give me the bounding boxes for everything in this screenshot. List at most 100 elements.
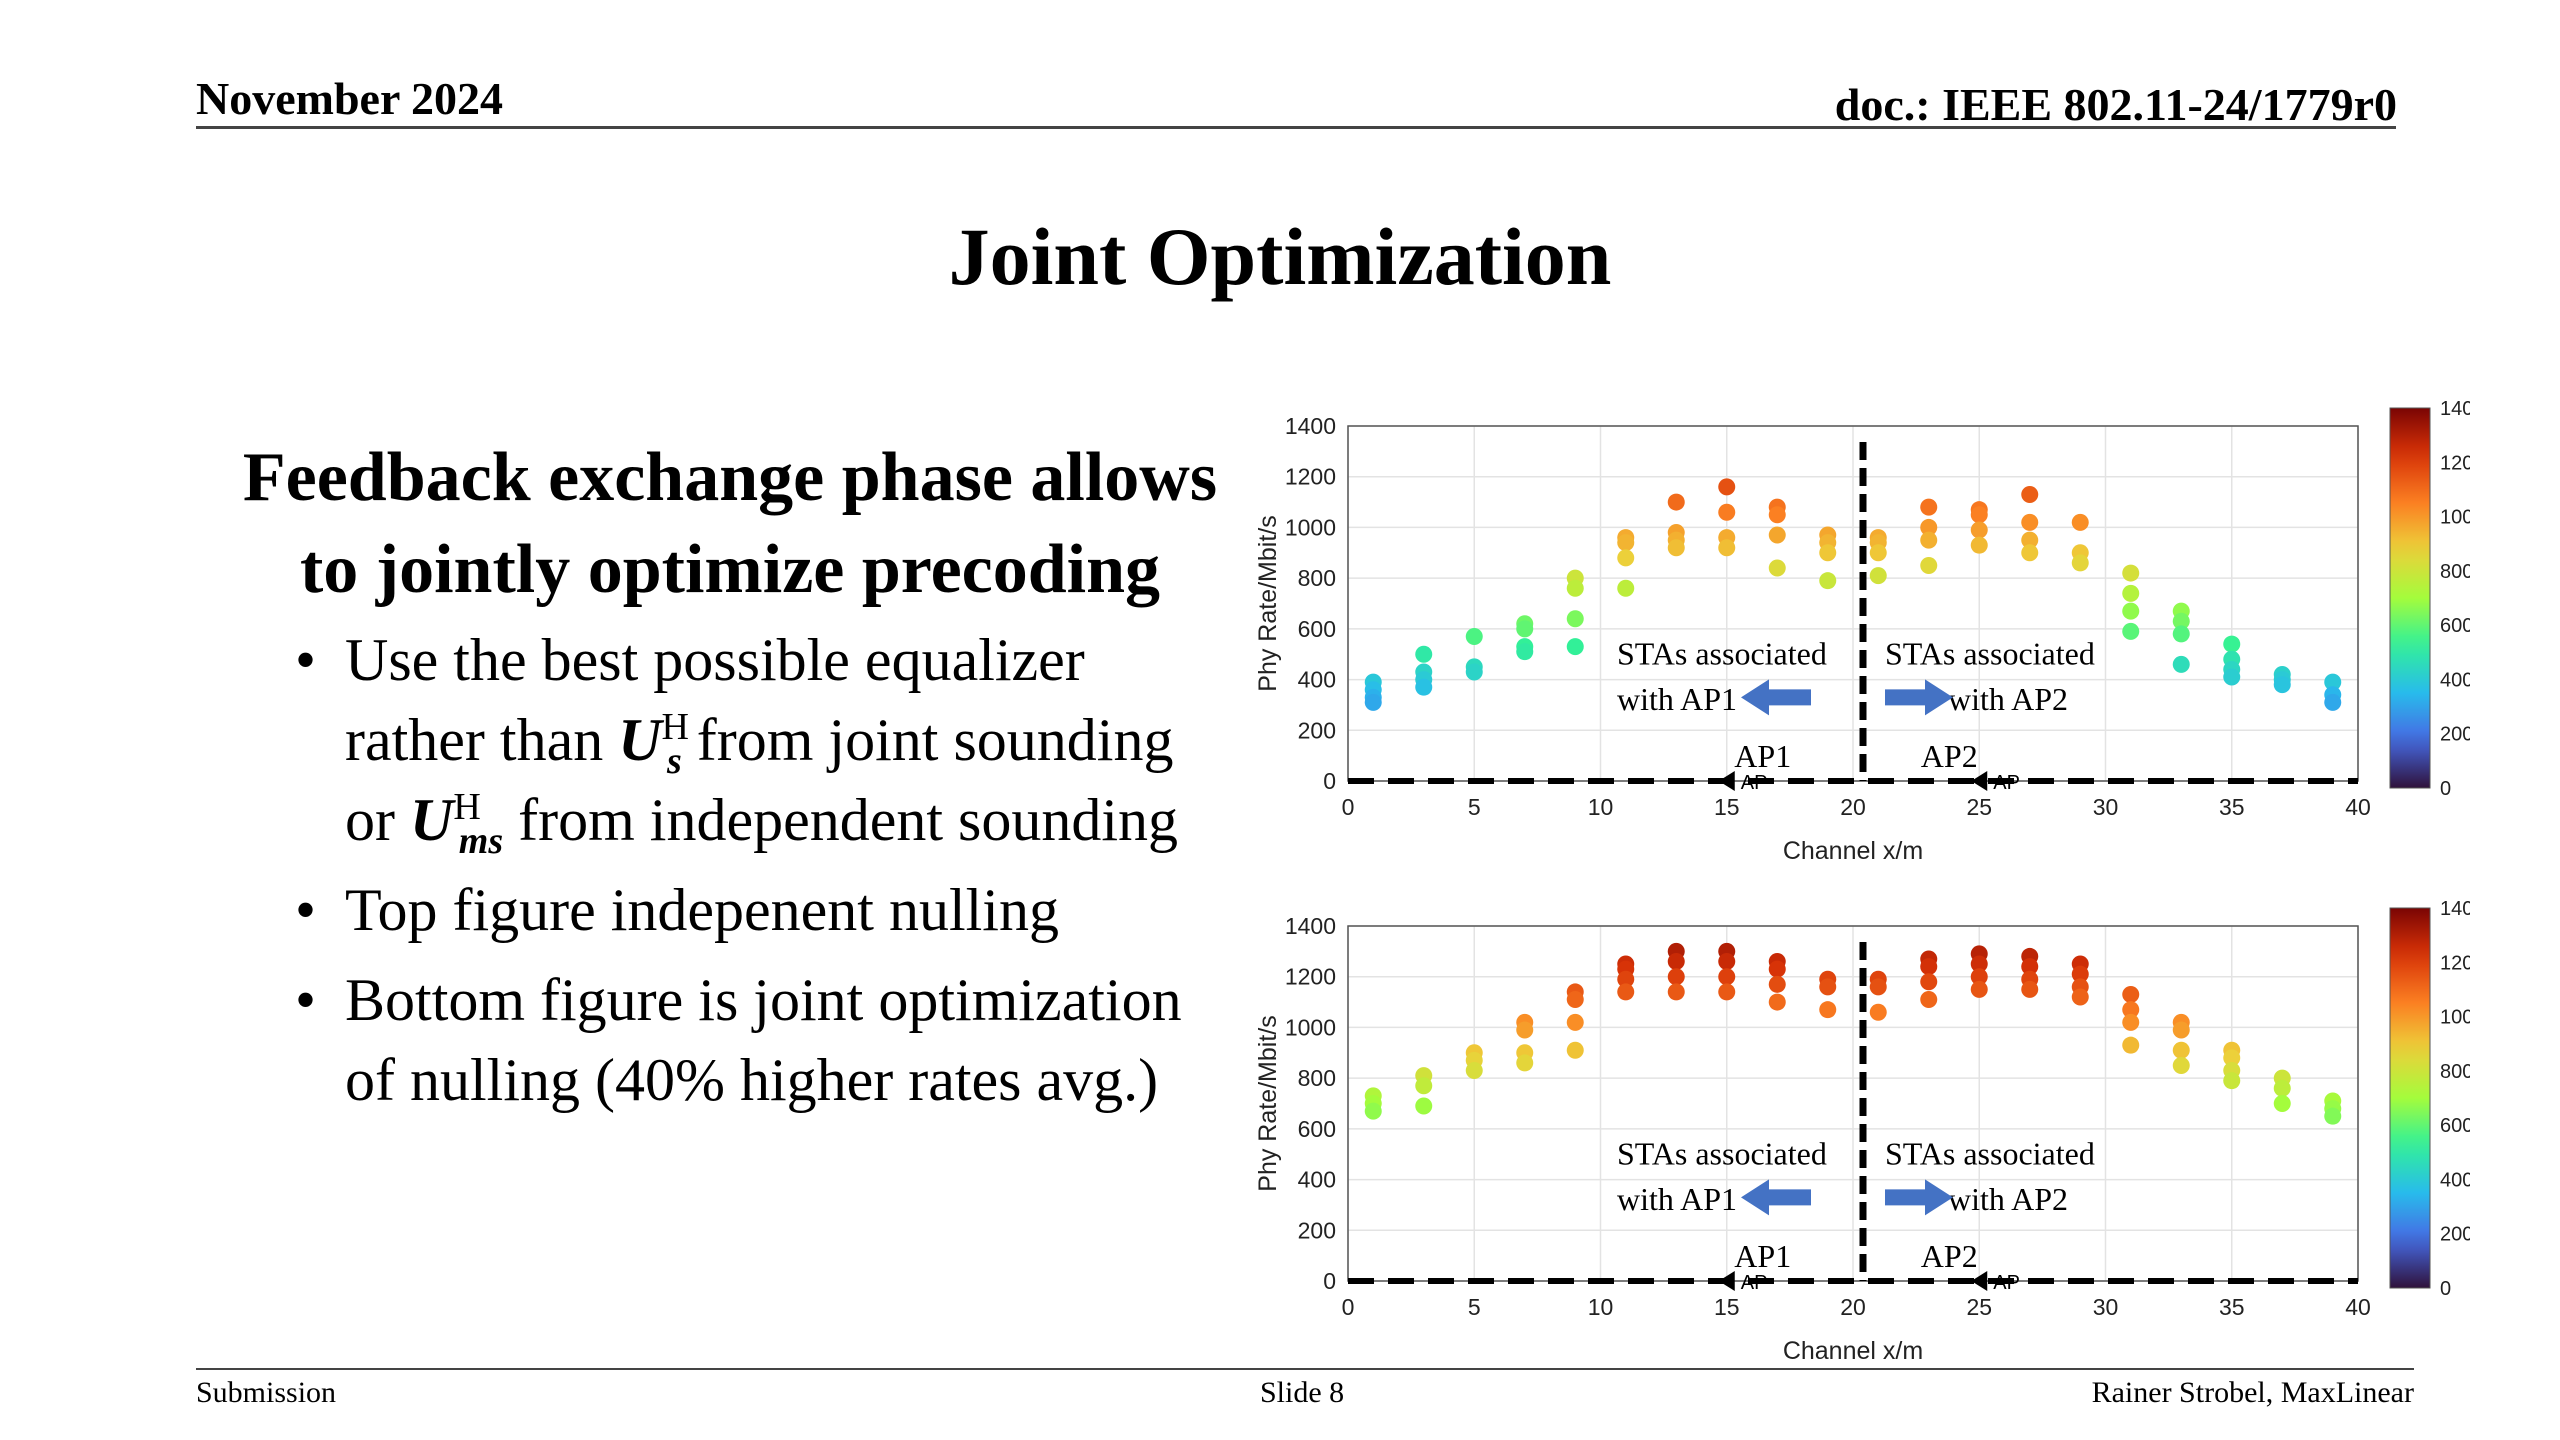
colorbar-scale xyxy=(2389,407,2431,789)
x-tick-label: 30 xyxy=(2093,794,2119,820)
data-point xyxy=(1718,478,1736,496)
data-point xyxy=(1415,1097,1433,1115)
x-tick-label: 20 xyxy=(1840,1294,1866,1320)
data-point xyxy=(1566,638,1584,656)
data-point xyxy=(1768,526,1786,544)
data-point xyxy=(1920,556,1938,574)
left-association-text: STAs associated xyxy=(1617,1135,1827,1171)
x-tick-label: 10 xyxy=(1588,794,1614,820)
x-tick-label: 35 xyxy=(2219,794,2245,820)
data-point xyxy=(2223,1049,2241,1067)
bullet-dot-icon: • xyxy=(295,627,317,693)
x-axis-label: Channel x/m xyxy=(1783,1337,1923,1365)
data-point xyxy=(1819,572,1837,590)
ap2-label: AP2 xyxy=(1921,1238,1978,1274)
data-point xyxy=(2122,985,2140,1003)
data-point xyxy=(1819,544,1837,562)
data-point xyxy=(1970,968,1988,986)
colorbar-tick-label: 0 xyxy=(2440,1278,2451,1300)
data-point xyxy=(2122,602,2140,620)
x-tick-label: 40 xyxy=(2345,1294,2371,1320)
left-association-text: STAs associated xyxy=(1617,635,1827,671)
right-association-text: STAs associated xyxy=(1885,635,2095,671)
right-association-text: with AP2 xyxy=(1948,1181,2068,1217)
data-point xyxy=(2021,513,2039,531)
data-point xyxy=(2172,612,2190,630)
data-point xyxy=(1516,1054,1534,1072)
x-tick-label: 20 xyxy=(1840,794,1866,820)
right-association-text: with AP2 xyxy=(1948,681,2068,717)
data-point xyxy=(2122,1001,2140,1019)
bullet-text: Bottom figure is joint optimization xyxy=(345,967,1182,1033)
colorbar-tick-label: 400 xyxy=(2440,669,2470,691)
data-point xyxy=(1920,518,1938,536)
colorbar-tick-label: 200 xyxy=(2440,1224,2470,1246)
data-point xyxy=(2021,958,2039,976)
data-point xyxy=(2273,676,2291,694)
data-point xyxy=(2122,564,2140,582)
data-point xyxy=(1869,978,1887,996)
x-axis-label: Channel x/m xyxy=(1783,837,1923,865)
data-point xyxy=(2021,485,2039,503)
colorbar-tick-label: 800 xyxy=(2440,1061,2470,1083)
colorbar-tick-label: 1200 xyxy=(2440,952,2470,974)
data-point xyxy=(2122,622,2140,640)
ap2-label: AP2 xyxy=(1921,738,1978,774)
ap1-label: AP1 xyxy=(1734,1238,1791,1274)
data-point xyxy=(2071,513,2089,531)
footer-submission: Submission xyxy=(196,1376,337,1409)
data-point xyxy=(1920,498,1938,516)
data-point xyxy=(1920,973,1938,991)
bullet-text-math-line: rather than UHs from joint sounding xyxy=(345,706,1174,782)
data-point xyxy=(1718,503,1736,521)
data-point xyxy=(2071,965,2089,983)
x-tick-label: 5 xyxy=(1468,1294,1481,1320)
data-point xyxy=(1566,1013,1584,1031)
colorbar-tick-label: 1400 xyxy=(2440,900,2470,920)
data-point xyxy=(2122,584,2140,602)
y-tick-label: 0 xyxy=(1323,1268,1336,1294)
data-point xyxy=(1415,678,1433,696)
left-association-text: with AP1 xyxy=(1617,1181,1737,1217)
y-tick-label: 1200 xyxy=(1285,964,1336,990)
colorbar-tick-label: 800 xyxy=(2440,561,2470,583)
colorbar-tick-label: 200 xyxy=(2440,724,2470,746)
ap-marker-icon xyxy=(1971,771,1988,791)
arrow-right-icon xyxy=(1885,1179,1953,1216)
data-point xyxy=(1465,663,1483,681)
y-tick-label: 1400 xyxy=(1285,913,1336,939)
colorbar-0: 0 200 400 600 800 1000 1200 1400 xyxy=(2389,400,2470,800)
data-point xyxy=(2273,1095,2291,1112)
data-point xyxy=(1970,955,1988,973)
lead-line-1: Feedback exchange phase allows xyxy=(242,439,1218,516)
bullet-list: • Use the best possible equalizer rather… xyxy=(295,620,1295,1130)
math-symbol-ums: U xyxy=(409,787,454,853)
data-point xyxy=(2223,668,2241,686)
data-point xyxy=(1415,645,1433,663)
bullet-text: Use the best possible equalizer xyxy=(345,627,1085,693)
data-point xyxy=(1768,559,1786,577)
lead-line-2: to jointly optimize precoding xyxy=(299,531,1161,608)
ap-marker-icon xyxy=(1718,1271,1735,1291)
data-point xyxy=(1869,567,1887,585)
data-point xyxy=(1617,970,1635,988)
chart-plot-1: 0 5 10 15 20 25 30 35 40020040060080010001200140… xyxy=(1254,913,2371,1365)
data-point xyxy=(2223,1072,2241,1090)
data-point xyxy=(2172,1056,2190,1074)
data-point xyxy=(1768,975,1786,993)
ap-marker-label: AP xyxy=(1741,1272,1768,1294)
colorbar-tick-label: 1200 xyxy=(2440,452,2470,474)
data-point xyxy=(1718,539,1736,557)
data-point xyxy=(2122,1036,2140,1054)
data-point xyxy=(1920,991,1938,1009)
y-tick-label: 400 xyxy=(1298,667,1336,693)
data-point xyxy=(1869,544,1887,562)
y-tick-label: 600 xyxy=(1298,1116,1336,1142)
data-point xyxy=(1768,960,1786,978)
data-point xyxy=(1415,1077,1433,1095)
y-tick-label: 400 xyxy=(1298,1167,1336,1193)
y-axis-label: Phy Rate/Mbit/s xyxy=(1254,515,1282,691)
arrow-left-icon xyxy=(1741,679,1811,716)
colorbar-tick-label: 1000 xyxy=(2440,1007,2470,1029)
data-point xyxy=(2324,673,2342,691)
